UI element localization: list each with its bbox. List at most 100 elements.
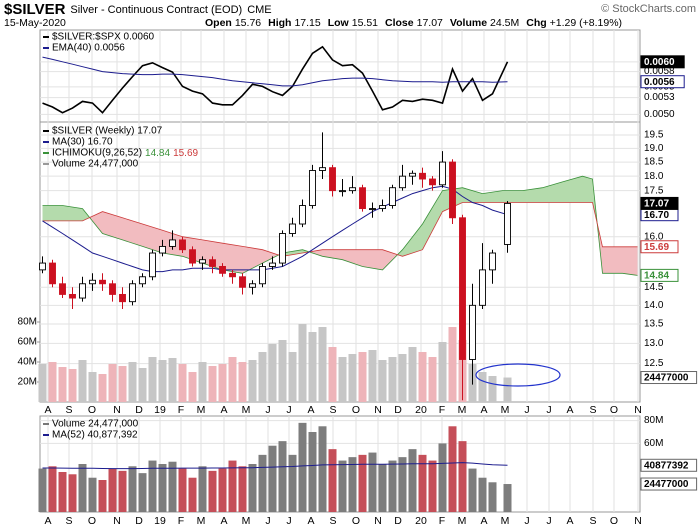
volume-bar (188, 477, 197, 512)
y-tick-label: 13.5 (644, 319, 664, 330)
volume-bar (368, 452, 377, 512)
candle-body (199, 259, 206, 264)
cloud (362, 249, 383, 270)
y-tick-label: 13.0 (644, 338, 664, 349)
ma-line (42, 462, 508, 470)
candle-body (459, 217, 466, 360)
x-tick-label: M (458, 515, 467, 527)
cloud (42, 205, 63, 221)
volume-bar (38, 468, 47, 512)
candle-body (209, 259, 216, 267)
y-tick-label: 40M (18, 357, 37, 368)
x-tick-label: 19 (154, 404, 166, 416)
x-tick-label: O (88, 404, 96, 416)
volume-bar (228, 357, 237, 402)
value-tag (640, 55, 685, 69)
x-tick-label: J (546, 404, 551, 416)
candle-body (449, 161, 456, 219)
candle-body (129, 283, 136, 303)
x-tick-label: F (439, 515, 445, 527)
candle-body (269, 262, 276, 267)
candle-body (489, 252, 496, 271)
volume-bar (278, 441, 287, 512)
credit: © StockCharts.com (601, 3, 696, 15)
x-tick-label: M (501, 404, 510, 416)
x-tick-label: J (265, 515, 270, 527)
cloud (422, 190, 443, 250)
volume-bar (208, 470, 217, 512)
legend-value: 14.84 (145, 148, 170, 159)
volume-bar (368, 350, 377, 402)
volume-bar (58, 367, 67, 402)
volume-bar (308, 332, 317, 402)
volume-bar (48, 466, 57, 512)
volume-bar (468, 468, 477, 512)
x-tick-label: N (374, 404, 382, 416)
volume-bar (58, 472, 67, 512)
plot-layers: A S O N D 19 F M A M J J A S O N D 20 F M A M J J A S O NA S O N D 19 F M A… (18, 29, 698, 527)
candle-body (409, 172, 416, 177)
candle-body (289, 223, 296, 234)
x-tick-label: S (65, 404, 72, 416)
value-tag-label: 15.69 (644, 242, 669, 253)
x-tick-label: M (197, 515, 206, 527)
volume-bar (258, 352, 267, 402)
cloud (542, 181, 563, 203)
x-tick-label: D (394, 404, 402, 416)
volume-bar (308, 432, 317, 512)
instrument-name: Silver - Continuous Contract (EOD) (70, 4, 242, 16)
value-tag (640, 75, 685, 89)
legend-label: $SILVER:$SPX 0.0060 (52, 32, 155, 43)
volume-bar (328, 347, 337, 402)
volume-bar (248, 360, 257, 402)
cloud-edge (42, 175, 638, 276)
cloud (562, 176, 583, 203)
volume-bar (448, 327, 457, 402)
value-tag-label: 0.0056 (644, 77, 675, 88)
volume-bar (338, 357, 347, 402)
x-tick-label: M (197, 404, 206, 416)
volume-bar (503, 484, 512, 512)
candle-body (349, 187, 356, 192)
x-tick-label: A (307, 515, 314, 527)
value-tag-label: 14.84 (644, 271, 669, 282)
cloud (89, 211, 103, 234)
x-tick-label: S (329, 404, 336, 416)
x-tick-label: A (480, 404, 487, 416)
volume-bar (398, 457, 407, 512)
x-tick-label: 20 (415, 404, 427, 416)
volume-bar (218, 364, 227, 402)
candle-body (119, 293, 126, 303)
candle-body (79, 283, 86, 299)
volume-bar (98, 480, 107, 512)
candle-body (299, 205, 306, 225)
volume-bar (68, 369, 77, 402)
x-tick-label: N (634, 515, 642, 527)
volume-bar (348, 354, 357, 402)
volume-bar (68, 474, 77, 512)
volume-bar (128, 362, 137, 402)
y-tick-label: 19.0 (644, 143, 664, 154)
x-tick-label: D (135, 515, 143, 527)
cloud (322, 249, 343, 260)
volume-bar (108, 364, 117, 402)
x-tick-label: A (44, 515, 51, 527)
volume-bar (358, 352, 367, 402)
x-tick-label: J (524, 404, 529, 416)
candle-body (429, 178, 436, 186)
volume-bar (198, 362, 207, 402)
volume-bar (348, 457, 357, 512)
volume-bar (258, 454, 267, 512)
x-tick-label: M (458, 404, 467, 416)
quote-value: 17.07 (417, 17, 443, 29)
candle-body (109, 283, 116, 295)
volume-bar (288, 352, 297, 402)
x-tick-label: M (242, 515, 251, 527)
cloud (402, 224, 423, 257)
candle-body (369, 208, 376, 211)
cloud (62, 205, 83, 221)
value-tag (640, 268, 679, 282)
volume-bar (268, 445, 277, 512)
y-tick-label: 60M (18, 337, 37, 348)
